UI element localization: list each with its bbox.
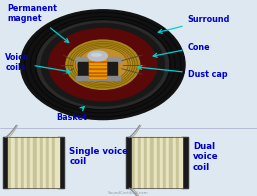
Bar (89, 73, 106, 74)
Ellipse shape (74, 45, 132, 84)
Ellipse shape (41, 24, 164, 106)
Bar (141, 137, 144, 188)
Ellipse shape (37, 21, 169, 109)
Bar (157, 137, 160, 188)
Bar (169, 137, 172, 188)
Bar (43, 137, 46, 188)
Text: SoundCertified.com: SoundCertified.com (108, 191, 149, 195)
Text: Dust cap: Dust cap (138, 65, 227, 79)
Text: Permanent
magnet: Permanent magnet (8, 4, 69, 43)
Ellipse shape (69, 42, 137, 87)
Bar (27, 137, 30, 188)
Bar (172, 137, 176, 188)
Text: Basket: Basket (57, 107, 87, 122)
Ellipse shape (91, 54, 101, 56)
Ellipse shape (66, 40, 140, 89)
Bar (166, 137, 169, 188)
Text: Dual
voice
coil: Dual voice coil (193, 142, 218, 172)
Bar (11, 137, 14, 188)
Text: Single voice
coil: Single voice coil (69, 147, 128, 166)
Bar (179, 137, 182, 188)
Bar (24, 137, 27, 188)
Bar (181, 137, 188, 188)
Bar (3, 137, 64, 188)
Bar (33, 137, 36, 188)
Bar (78, 62, 117, 76)
Bar (89, 66, 106, 67)
Bar (76, 57, 120, 62)
Bar (89, 75, 106, 76)
Ellipse shape (21, 10, 185, 120)
Bar (135, 137, 138, 188)
Bar (18, 137, 21, 188)
Bar (58, 137, 64, 188)
Bar (126, 137, 133, 188)
Text: Voice
coils: Voice coils (5, 53, 70, 73)
Bar (94, 63, 101, 75)
Bar (138, 137, 141, 188)
Bar (147, 137, 151, 188)
Bar (89, 59, 106, 60)
Bar (89, 56, 106, 78)
Bar (89, 62, 106, 64)
Ellipse shape (88, 51, 107, 61)
Bar (132, 137, 182, 188)
Bar (151, 137, 154, 188)
Bar (14, 137, 18, 188)
Bar (8, 137, 11, 188)
Bar (89, 57, 106, 58)
Bar (89, 69, 106, 71)
Bar (3, 137, 9, 188)
Bar (46, 137, 49, 188)
Ellipse shape (49, 28, 157, 101)
Bar (30, 137, 33, 188)
Bar (144, 137, 147, 188)
Text: Surround: Surround (158, 15, 230, 33)
Bar (40, 137, 43, 188)
Bar (132, 137, 135, 188)
Bar (21, 137, 24, 188)
Bar (8, 137, 59, 188)
Bar (126, 137, 188, 188)
Bar (154, 137, 157, 188)
Bar (163, 137, 166, 188)
Bar (89, 71, 106, 73)
Bar (160, 137, 163, 188)
Bar (89, 60, 106, 62)
Bar (52, 137, 56, 188)
Bar (56, 137, 59, 188)
Bar (176, 137, 179, 188)
Bar (89, 64, 106, 65)
Bar (36, 137, 40, 188)
Text: Cone: Cone (153, 43, 210, 57)
Bar (49, 137, 52, 188)
Bar (89, 76, 106, 78)
Bar (76, 76, 120, 80)
Bar (89, 67, 106, 69)
